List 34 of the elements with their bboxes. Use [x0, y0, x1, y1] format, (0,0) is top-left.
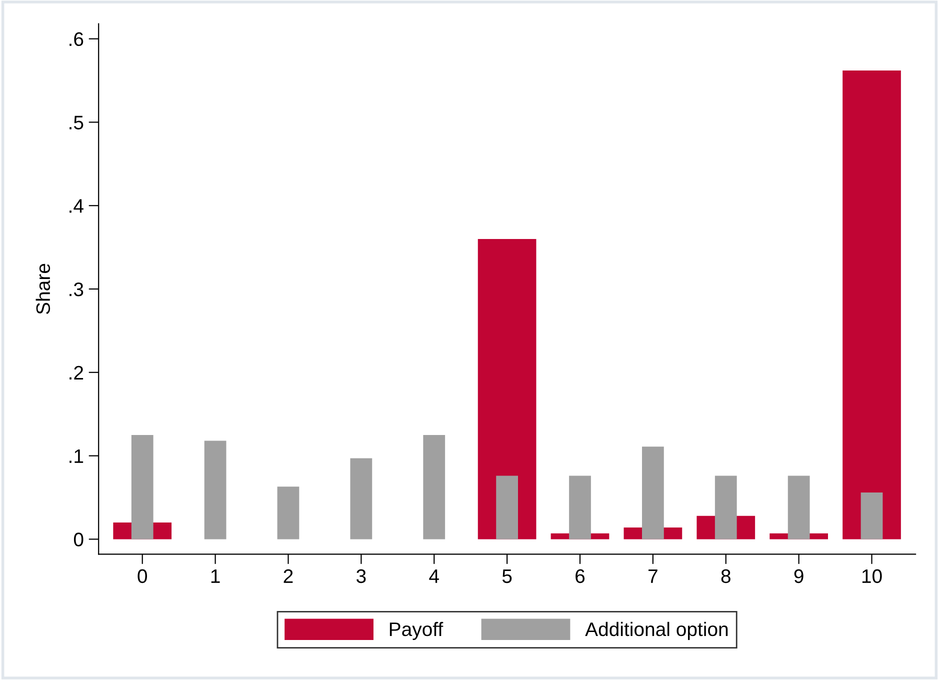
x-tick-label: 4 [429, 569, 439, 583]
bar [478, 238, 536, 540]
x-tick-label: 1 [211, 569, 220, 583]
x-tick-label: 6 [576, 569, 585, 584]
bar [860, 492, 883, 540]
x-tick-label: 8 [721, 569, 730, 584]
y-tick-label: .6 [70, 32, 84, 46]
x-tick-label: 3 [356, 569, 366, 584]
x-tick-label: 9 [794, 569, 804, 584]
legend-label: Additional option [585, 622, 728, 640]
bar [496, 476, 518, 540]
x-tick-label: 10 [862, 569, 882, 584]
bar [204, 440, 226, 540]
y-tick-label: .2 [70, 366, 84, 380]
bar [131, 434, 154, 540]
x-tick-label: 7 [648, 569, 658, 583]
bar [788, 476, 810, 540]
bar [642, 446, 664, 540]
x-tick-label: 5 [502, 569, 512, 584]
y-tick-label: .1 [70, 449, 84, 463]
y-tick-label: .5 [70, 116, 84, 130]
legend-label: Payoff [390, 622, 444, 640]
y-tick-label: .3 [70, 282, 84, 296]
bar [842, 70, 901, 540]
bar [350, 458, 372, 540]
bar [569, 476, 591, 540]
y-tick-label: .4 [70, 199, 84, 213]
bar [423, 434, 446, 540]
bar [714, 476, 737, 540]
x-tick-label: 2 [284, 569, 293, 583]
bar [277, 486, 300, 540]
y-axis-title: Share [36, 264, 50, 314]
x-tick-label: 0 [138, 569, 148, 584]
y-tick-label: 0 [74, 532, 84, 546]
